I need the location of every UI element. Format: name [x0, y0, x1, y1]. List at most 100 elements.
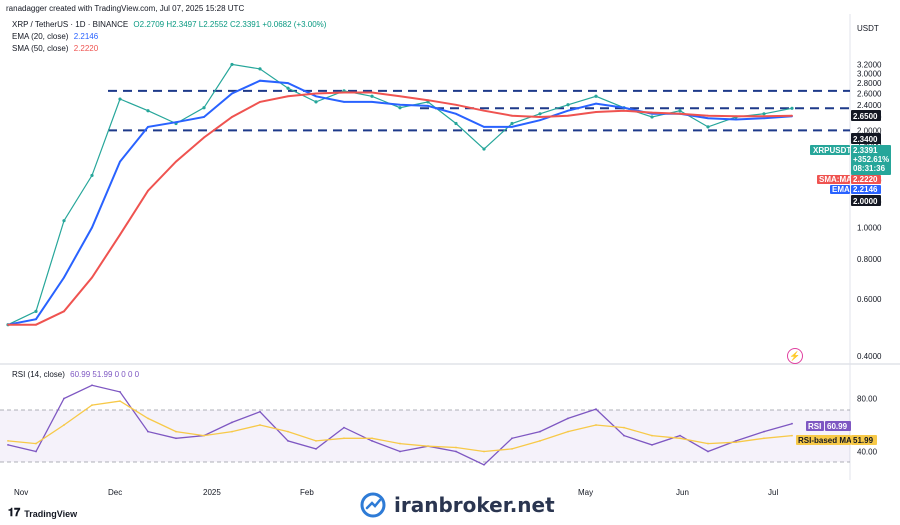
- rsi-point: [763, 437, 765, 440]
- currency-label: USDT: [857, 24, 879, 33]
- rsi-point: [511, 437, 513, 440]
- rsi-point: [259, 424, 261, 426]
- price-series: [6, 62, 794, 327]
- rsi-tick-label: 40.00: [857, 448, 878, 457]
- rsi-point: [231, 430, 233, 433]
- series-point: [90, 173, 94, 178]
- rsi-point: [175, 437, 177, 440]
- rsi-point: [679, 434, 681, 437]
- series-point: [566, 103, 570, 107]
- rsi-point: [539, 430, 541, 433]
- series-point: [623, 106, 625, 109]
- series-point: [315, 95, 317, 98]
- series-point: [594, 94, 598, 98]
- series-point: [483, 109, 485, 112]
- rsi-legend: RSI (14, close) 60.99 51.99 0 0 0 0: [12, 370, 139, 379]
- series-point: [119, 160, 121, 163]
- rsi-point: [707, 442, 709, 445]
- rsi-point: [399, 450, 401, 453]
- series-point: [175, 121, 177, 124]
- series-point: [539, 116, 541, 118]
- series-point: [398, 106, 402, 110]
- rsi-point: [315, 440, 317, 442]
- ema-tag-value: 2.2146: [853, 185, 878, 194]
- series-point: [343, 91, 345, 94]
- rsi-point: [147, 417, 149, 420]
- series-point: [258, 67, 262, 71]
- rsi-point: [63, 397, 65, 400]
- rsi-legend-values: 60.99 51.99 0 0 0 0: [70, 370, 140, 379]
- series-point: [762, 112, 766, 116]
- rsi-point: [343, 426, 345, 429]
- series-point: [567, 109, 569, 112]
- series-point: [91, 226, 93, 229]
- rsi-ma-tag-value: 51.99: [853, 436, 874, 445]
- series-point: [735, 118, 737, 121]
- series-point: [63, 310, 65, 313]
- series-point: [790, 106, 794, 110]
- countdown-tag: 08:31:36: [853, 164, 886, 173]
- series-point: [34, 309, 38, 313]
- rsi-point: [763, 430, 765, 433]
- rsi-point: [735, 441, 737, 444]
- price-tick-label: 2.8000: [857, 79, 882, 88]
- rsi-point: [511, 447, 513, 450]
- series-point: [287, 95, 289, 98]
- rsi-point: [315, 447, 317, 450]
- series-point: [650, 115, 654, 119]
- series-point: [539, 119, 541, 122]
- series-point: [371, 100, 373, 103]
- price-tick-label: 3.2000: [857, 60, 882, 69]
- series-point: [314, 100, 318, 104]
- series-point: [203, 136, 205, 139]
- rsi-point: [287, 430, 289, 433]
- series-point: [567, 114, 569, 117]
- series-point: [7, 323, 9, 326]
- time-axis: Nov Dec 2025 Feb May Jun Jul: [14, 488, 778, 497]
- rsi-point: [651, 443, 653, 446]
- series-point: [482, 147, 486, 151]
- price-tags: USDT 2.6500 2.3400 XRPUSDT 2.3391 +352.6…: [810, 24, 891, 206]
- level-mid-tag: 2.3400: [853, 135, 878, 144]
- series-point: [763, 117, 765, 120]
- rsi-point: [595, 424, 597, 426]
- series-point: [343, 100, 345, 103]
- rsi-point: [791, 422, 793, 425]
- series-point: [623, 109, 625, 112]
- rsi-point: [791, 434, 793, 437]
- rsi-point: [7, 443, 9, 446]
- rsi-point: [287, 440, 289, 442]
- series-point: [455, 112, 457, 115]
- ohlc-values: O2.2709 H2.3497 L2.2552 C2.3391 +0.0682 …: [133, 20, 327, 29]
- rsi-point: [567, 430, 569, 433]
- rsi-point: [455, 446, 457, 449]
- series-point: [510, 121, 514, 126]
- rsi-point: [483, 463, 485, 466]
- series-point: [286, 86, 290, 90]
- rsi-point: [147, 430, 149, 433]
- rsi-point: [455, 450, 457, 453]
- series-point: [399, 95, 401, 98]
- series-point: [230, 62, 234, 67]
- ema-label: EMA (20, close): [12, 32, 69, 41]
- price-tick-label: 3.0000: [857, 69, 882, 78]
- series-point: [146, 109, 150, 113]
- price-tick-label: 2.4000: [857, 101, 882, 110]
- series-point: [454, 121, 458, 126]
- sma-tag-value: 2.2220: [853, 175, 878, 184]
- rsi-point: [203, 434, 205, 437]
- rsi-point: [679, 437, 681, 440]
- series-point: [706, 125, 710, 129]
- rsi-point: [623, 434, 625, 437]
- series-point: [511, 114, 513, 117]
- sma-tag-label: SMA:MA: [819, 175, 852, 184]
- brand-text: TradingView: [24, 508, 78, 519]
- series-point: [62, 219, 66, 223]
- time-label: Nov: [14, 488, 28, 497]
- rsi-point: [231, 421, 233, 424]
- price-tick-label: 2.6000: [857, 90, 882, 99]
- rsi-axis: 80.00 40.00: [857, 395, 878, 457]
- series-point: [538, 112, 542, 116]
- lightning-icon[interactable]: ⚡: [787, 348, 803, 364]
